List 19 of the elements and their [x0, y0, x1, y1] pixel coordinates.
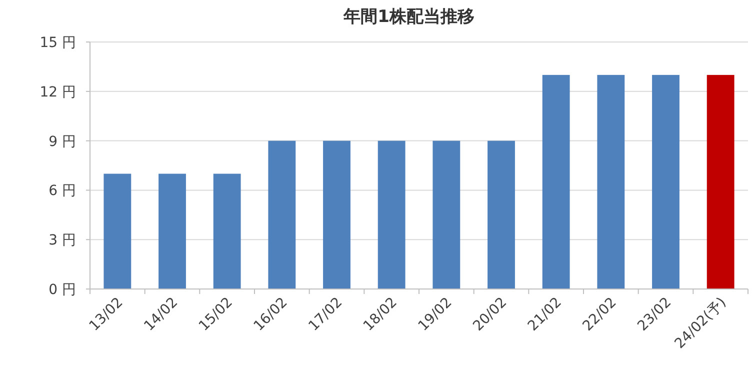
y-tick-label: 12 円: [40, 84, 76, 100]
bar: [213, 174, 241, 289]
chart-title: 年間1株配当推移: [342, 7, 474, 27]
bar: [323, 140, 350, 289]
y-tick-label: 3 円: [48, 232, 76, 249]
bar: [268, 140, 296, 289]
bar: [378, 140, 406, 289]
bar: [706, 74, 734, 289]
bar: [488, 140, 515, 289]
bar: [158, 174, 186, 289]
y-tick-label: 0 円: [48, 282, 76, 298]
bar: [432, 140, 460, 289]
y-tick-label: 9 円: [48, 134, 76, 150]
y-tick-label: 6 円: [48, 183, 76, 200]
bar: [597, 74, 625, 289]
bar: [542, 74, 570, 289]
y-tick-label: 15 円: [40, 35, 76, 51]
bar: [652, 74, 680, 289]
bar: [104, 174, 132, 289]
